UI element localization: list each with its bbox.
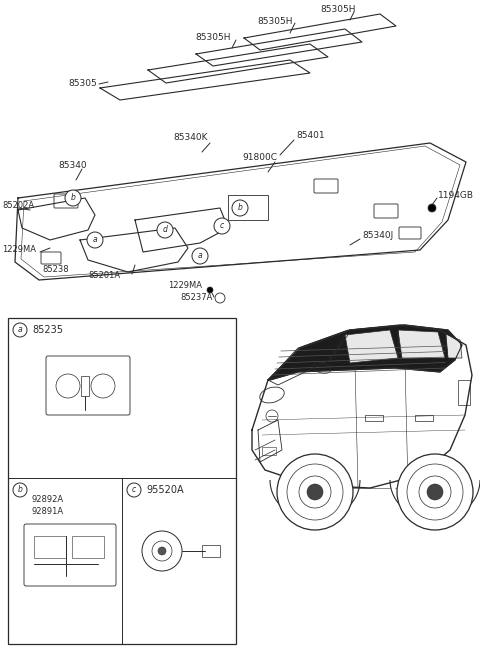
- Text: c: c: [220, 222, 224, 230]
- Circle shape: [397, 454, 473, 530]
- Text: 85340J: 85340J: [362, 230, 393, 239]
- Circle shape: [207, 287, 213, 293]
- Bar: [202, 545, 220, 557]
- Circle shape: [87, 232, 103, 248]
- Text: 85401: 85401: [296, 131, 324, 140]
- Text: 92892A: 92892A: [32, 495, 64, 504]
- Text: 85340K: 85340K: [173, 134, 207, 142]
- Text: b: b: [18, 485, 23, 495]
- Text: 91800C: 91800C: [242, 154, 277, 163]
- Circle shape: [232, 200, 248, 216]
- Text: a: a: [198, 251, 202, 260]
- Polygon shape: [268, 325, 462, 380]
- Circle shape: [65, 190, 81, 206]
- Circle shape: [427, 484, 443, 500]
- Bar: [81, 376, 89, 396]
- Text: 95520A: 95520A: [146, 485, 184, 495]
- Circle shape: [127, 483, 141, 497]
- Polygon shape: [398, 330, 445, 358]
- Circle shape: [158, 547, 166, 555]
- Text: b: b: [71, 194, 75, 203]
- Circle shape: [157, 222, 173, 238]
- Bar: [365, 415, 383, 421]
- Bar: [262, 447, 276, 455]
- Circle shape: [307, 484, 323, 500]
- Text: 85201A: 85201A: [88, 272, 120, 281]
- Bar: [72, 536, 104, 558]
- Bar: [8, 318, 236, 644]
- Bar: [458, 380, 470, 405]
- Polygon shape: [446, 334, 462, 358]
- Bar: [34, 536, 66, 558]
- Text: 85305: 85305: [68, 79, 97, 89]
- Text: 85305H: 85305H: [257, 16, 292, 26]
- Text: c: c: [132, 485, 136, 495]
- Polygon shape: [345, 330, 398, 363]
- Text: a: a: [93, 236, 97, 245]
- Text: 85202A: 85202A: [2, 201, 34, 211]
- Text: 1229MA: 1229MA: [168, 281, 202, 289]
- Text: 85340: 85340: [58, 161, 86, 169]
- Text: 92891A: 92891A: [32, 508, 64, 516]
- Circle shape: [13, 323, 27, 337]
- Text: 85237A: 85237A: [180, 293, 212, 302]
- Circle shape: [277, 454, 353, 530]
- Text: 85238: 85238: [42, 266, 69, 274]
- Text: 85235: 85235: [32, 325, 63, 335]
- Text: b: b: [238, 203, 242, 213]
- Text: 85305H: 85305H: [195, 33, 230, 43]
- Circle shape: [192, 248, 208, 264]
- Text: d: d: [163, 226, 168, 234]
- Circle shape: [428, 204, 436, 212]
- Text: 1229MA: 1229MA: [2, 245, 36, 255]
- Bar: [415, 415, 433, 421]
- Bar: [228, 195, 268, 220]
- Circle shape: [13, 483, 27, 497]
- Text: 1194GB: 1194GB: [438, 190, 474, 199]
- Text: 85305H: 85305H: [320, 5, 356, 14]
- Text: a: a: [18, 325, 22, 335]
- Circle shape: [214, 218, 230, 234]
